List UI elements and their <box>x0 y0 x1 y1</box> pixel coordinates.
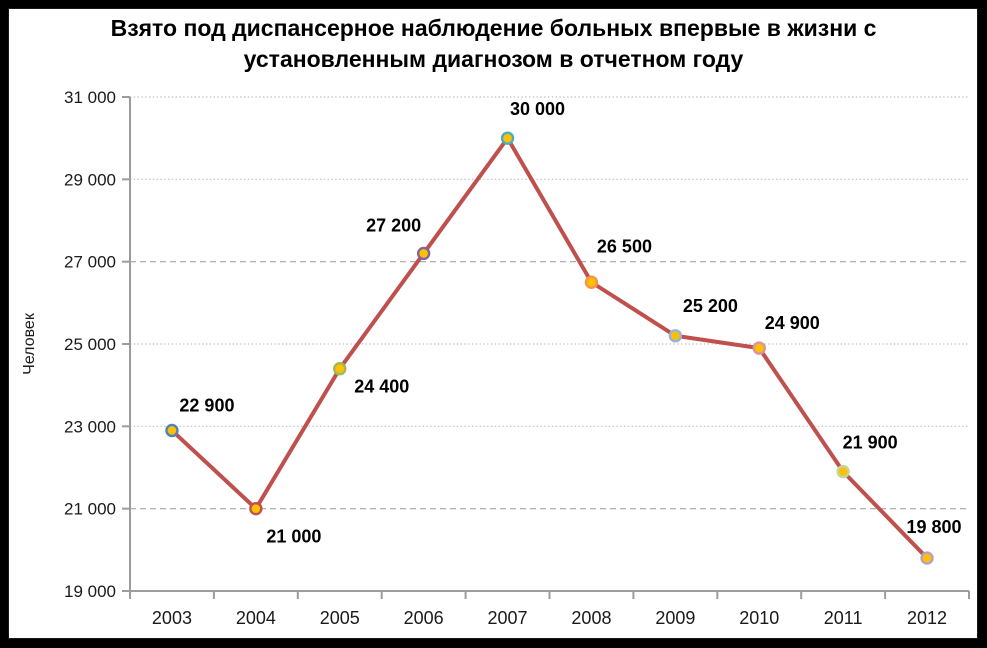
data-label: 24 400 <box>354 377 409 397</box>
data-point-marker <box>836 464 850 479</box>
data-point-marker <box>249 501 263 516</box>
data-label: 30 000 <box>510 99 565 119</box>
x-tick-label: 2004 <box>236 608 276 628</box>
data-label: 27 200 <box>366 215 421 235</box>
y-tick-label: 29 000 <box>64 170 116 189</box>
x-tick-label: 2005 <box>320 608 360 628</box>
data-point-marker <box>500 131 515 145</box>
series-line <box>169 136 930 561</box>
chart-canvas <box>8 8 978 639</box>
y-tick-label: 27 000 <box>64 253 116 272</box>
data-label: 24 900 <box>765 313 820 333</box>
data-label: 25 200 <box>683 296 738 316</box>
data-point-marker <box>752 341 766 355</box>
y-tick-label: 23 000 <box>64 417 116 436</box>
y-tick-label: 21 000 <box>64 500 116 519</box>
y-tick-label: 31 000 <box>64 88 116 107</box>
data-label: 21 000 <box>266 527 321 547</box>
chart-title: Взято под диспансерное наблюдение больны… <box>0 13 987 75</box>
chart-title-line2: установленным диагнозом в отчетном году <box>243 46 744 72</box>
x-tick-label: 2007 <box>488 608 528 628</box>
x-tick-label: 2010 <box>739 608 779 628</box>
chart-title-line1: Взято под диспансерное наблюдение больны… <box>110 15 877 41</box>
y-tick-label: 19 000 <box>64 582 116 601</box>
data-point-marker <box>584 275 599 289</box>
data-point-marker <box>165 423 179 438</box>
y-tick-label: 25 000 <box>64 335 116 354</box>
data-label: 22 900 <box>179 395 234 415</box>
x-tick-label: 2008 <box>571 608 611 628</box>
data-point-marker <box>333 362 347 376</box>
x-tick-label: 2012 <box>907 608 947 628</box>
data-point-marker <box>668 329 683 343</box>
x-tick-label: 2003 <box>152 608 192 628</box>
data-label: 26 500 <box>597 236 652 256</box>
y-axis-title: Человек <box>21 312 38 375</box>
x-tick-label: 2009 <box>655 608 695 628</box>
x-tick-label: 2006 <box>404 608 444 628</box>
data-label: 21 900 <box>843 433 898 453</box>
x-tick-label: 2011 <box>824 608 863 628</box>
data-point-marker <box>920 551 934 565</box>
data-label: 19 800 <box>907 517 962 537</box>
data-point-marker <box>416 246 431 261</box>
